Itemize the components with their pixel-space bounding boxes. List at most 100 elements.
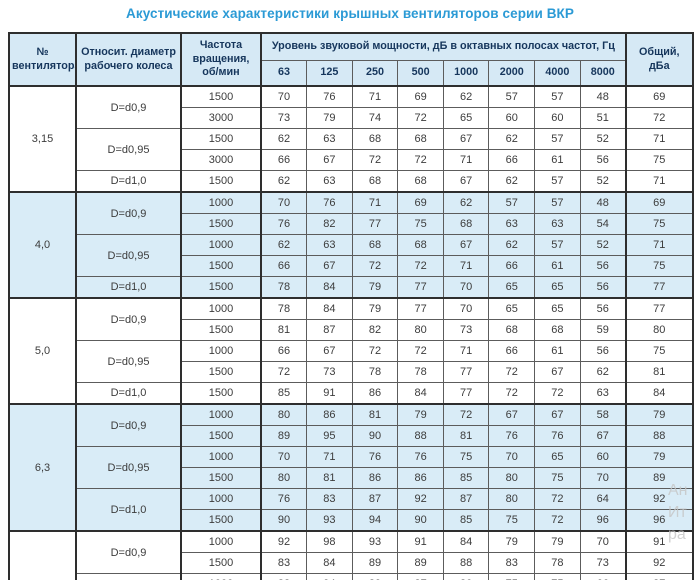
level-cell: 76 (260, 213, 308, 235)
table-row: D=d1,0 1000 76 83 87 92 87 80 72 64 92 (9, 488, 694, 532)
diameter-cell: D=d0,95 (75, 340, 182, 383)
level-cell: 62 (442, 191, 490, 214)
level-cell: 61 (534, 340, 581, 362)
level-cell: 90 (351, 425, 399, 447)
page-title: Акустические характеристики крышных вент… (125, 6, 574, 21)
fan-number-cell: 3,15 (8, 85, 77, 193)
level-cell: 84 (306, 276, 353, 299)
level-cell: 68 (351, 234, 399, 256)
rpm-cell: 3000 (180, 107, 262, 129)
level-cell: 57 (534, 234, 581, 256)
fan-number-cell: 6,3 (8, 403, 77, 532)
level-cell: 75 (442, 446, 490, 468)
level-cell: 68 (488, 319, 536, 341)
rpm-cell: 1500 (180, 319, 262, 341)
rpm-cell: 1500 (180, 255, 262, 277)
header-row-top: № вентилятора Относит. диаметр рабочего … (8, 32, 694, 87)
rpm-cell: 1500 (180, 276, 262, 299)
level-cell: 73 (260, 107, 308, 129)
level-cell: 61 (534, 149, 581, 171)
total-dba-cell: 84 (624, 382, 694, 405)
level-cell: 57 (488, 85, 536, 108)
level-cell: 70 (488, 446, 536, 468)
level-cell: 63 (306, 234, 353, 256)
level-cell: 80 (397, 319, 444, 341)
level-cell: 67 (488, 403, 536, 426)
level-cell: 86 (397, 467, 444, 489)
level-cell: 65 (488, 297, 536, 320)
level-cell: 56 (579, 149, 627, 171)
level-cell: 60 (488, 107, 536, 129)
table-row: 1500 81 87 82 80 73 68 68 59 80 (9, 319, 694, 341)
level-cell: 62 (488, 234, 536, 256)
level-cell: 89 (397, 552, 444, 574)
level-cell: 90 (260, 509, 308, 532)
level-cell: 79 (351, 297, 399, 320)
rpm-cell: 1500 (180, 382, 262, 405)
level-cell: 72 (260, 361, 308, 383)
diameter-cell: D=d1,0 (75, 170, 182, 193)
level-cell: 72 (534, 488, 581, 510)
diameter-cell: D=d0,95 (75, 446, 182, 489)
rpm-cell: 1000 (180, 530, 262, 553)
level-cell: 72 (351, 149, 399, 171)
total-dba-cell: 77 (624, 297, 694, 320)
level-cell: 52 (579, 170, 627, 193)
level-cell: 82 (306, 213, 353, 235)
level-cell: 91 (306, 382, 353, 405)
level-cell: 72 (534, 509, 581, 532)
level-cell: 78 (260, 297, 308, 320)
level-cell: 72 (534, 382, 581, 405)
diameter-cell: D=d0,95 (75, 234, 182, 277)
level-cell: 52 (579, 128, 627, 150)
rpm-cell: 1000 (180, 573, 262, 580)
level-cell: 77 (397, 276, 444, 299)
level-cell: 60 (534, 107, 581, 129)
level-cell: 78 (260, 276, 308, 299)
level-cell: 85 (442, 467, 490, 489)
level-cell: 78 (397, 361, 444, 383)
level-cell: 70 (442, 276, 490, 299)
level-cell: 71 (351, 85, 399, 108)
level-cell: 63 (306, 128, 353, 150)
total-dba-cell: 75 (624, 213, 694, 235)
level-cell: 48 (579, 85, 627, 108)
rpm-cell: 1500 (180, 509, 262, 532)
level-cell: 63 (534, 213, 581, 235)
level-cell: 68 (351, 128, 399, 150)
level-cell: 67 (534, 361, 581, 383)
level-cell: 63 (306, 170, 353, 193)
rpm-cell: 1500 (180, 85, 262, 108)
level-cell: 73 (579, 552, 627, 574)
level-cell: 71 (442, 340, 490, 362)
level-cell: 59 (579, 319, 627, 341)
level-cell: 68 (397, 234, 444, 256)
level-cell: 62 (442, 85, 490, 108)
level-cell: 75 (488, 573, 536, 580)
level-cell: 67 (442, 234, 490, 256)
level-cell: 57 (488, 191, 536, 214)
level-cell: 72 (351, 340, 399, 362)
total-dba-cell: 69 (624, 191, 694, 214)
diameter-cell: D=d1,0 (75, 276, 182, 299)
level-cell: 86 (306, 403, 353, 426)
table-row: 1500 76 82 77 75 68 63 63 54 75 (9, 213, 694, 235)
total-dba-cell: 87 (624, 573, 694, 580)
level-cell: 87 (397, 573, 444, 580)
level-cell: 63 (579, 382, 627, 405)
level-cell: 65 (442, 107, 490, 129)
total-dba-cell: 71 (624, 128, 694, 150)
level-cell: 73 (306, 361, 353, 383)
header-total-dba: Общий, дБа (625, 32, 694, 87)
level-cell: 72 (488, 382, 536, 405)
level-cell: 70 (579, 530, 627, 553)
table-row: D=d0,95 1000 70 71 76 76 75 70 65 60 79 (9, 446, 694, 489)
level-cell: 67 (442, 170, 490, 193)
total-dba-cell: 72 (624, 107, 694, 129)
level-cell: 62 (260, 170, 308, 193)
level-cell: 80 (488, 467, 536, 489)
header-band-500: 500 (397, 60, 444, 87)
level-cell: 72 (351, 255, 399, 277)
level-cell: 79 (534, 530, 581, 553)
